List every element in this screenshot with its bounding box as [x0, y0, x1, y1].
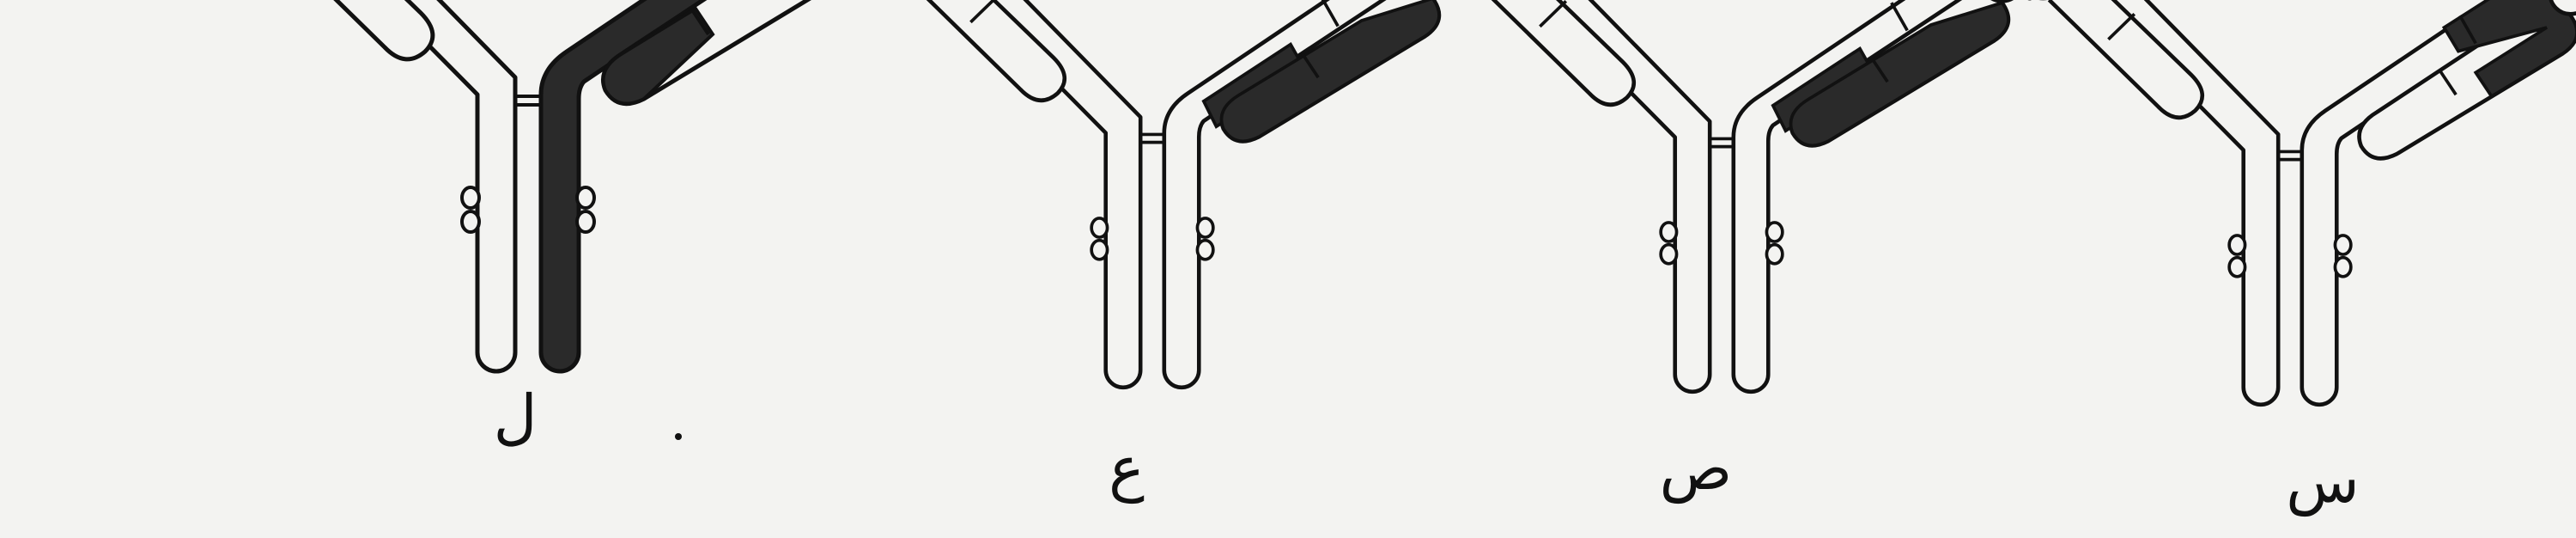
left-light-chain: [1480, 0, 1633, 105]
glycan-loop: [577, 211, 594, 232]
glycan-loop: [1197, 241, 1212, 260]
glycan-loop: [2335, 235, 2350, 254]
glycan-loop: [462, 211, 479, 232]
antibody-4: [2002, 0, 2576, 405]
stray-mark: [675, 433, 682, 440]
glycan-loop: [1091, 241, 1107, 260]
glycan-loop: [577, 187, 594, 208]
antibody-label-4: س: [2254, 451, 2391, 511]
antibody-label-1: ل: [447, 387, 584, 447]
antibody-label-3: ص: [1627, 438, 1765, 498]
antibody-label-2: ع: [1058, 438, 1195, 498]
antibody-2: [865, 0, 1467, 388]
glycan-loop: [1766, 223, 1782, 241]
glycan-loop: [1091, 218, 1107, 237]
antibody-3: [1434, 0, 2037, 392]
left-light-chain: [266, 0, 433, 59]
glycan-loop: [1661, 223, 1676, 241]
glycan-loop: [462, 187, 479, 208]
glycan-loop: [1766, 245, 1782, 264]
glycan-loop: [1661, 245, 1676, 264]
glycan-loop: [1197, 218, 1212, 237]
glycan-loop: [2335, 258, 2350, 277]
antibody-1: [216, 0, 871, 371]
glycan-loop: [2229, 258, 2245, 277]
glycan-loop: [2229, 235, 2245, 254]
